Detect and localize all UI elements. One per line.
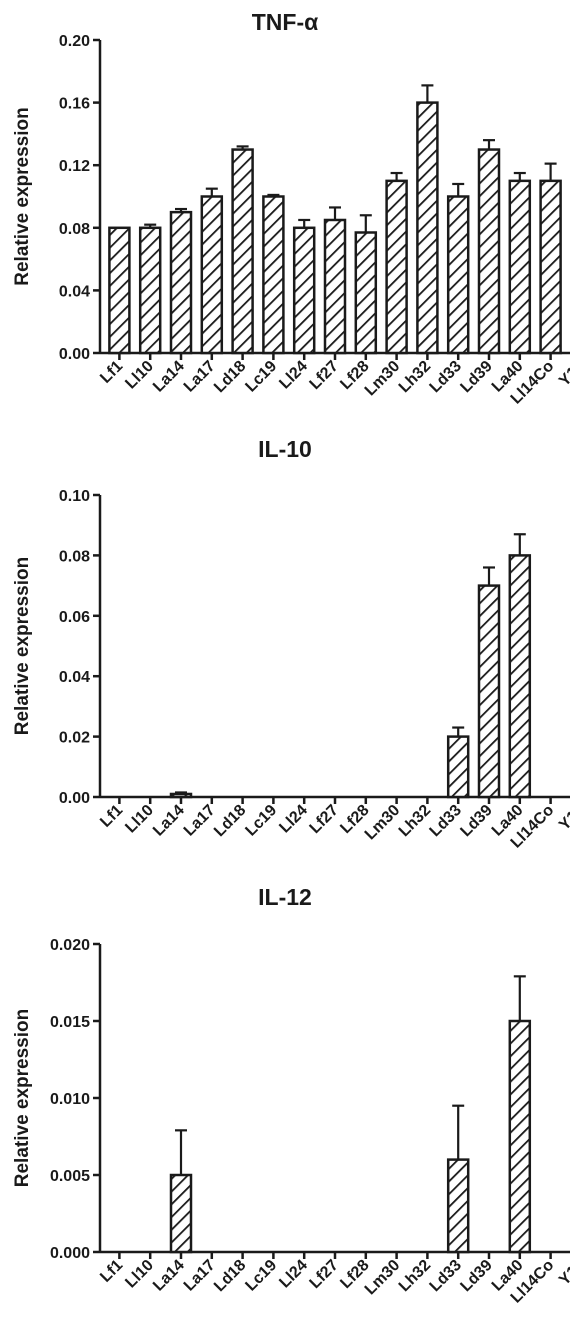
x-tick-label: Lc19 [242,802,280,840]
bar [169,1173,193,1254]
bar [446,735,470,799]
bar [477,148,501,355]
bar [508,554,532,799]
bar [138,226,162,355]
bar [539,179,562,355]
y-axis-label: Relative expression [12,1009,33,1187]
y-tick-label: 0.12 [59,158,90,175]
y-tick-label: 0.00 [59,790,90,807]
x-tick-label: Ld18 [211,1257,249,1295]
chart-title: TNF-α [252,9,319,35]
x-tick-label: Lf27 [307,1257,342,1292]
x-tick-label: Lh32 [396,1257,434,1295]
chart-il-10: IL-10 Relative expression 0.00 0.02 0.04 0.06… [12,436,570,852]
x-tick-label: Ld33 [427,802,465,840]
x-tick-label: Lf1 [97,1257,126,1286]
x-tick-label: Lc19 [242,1257,280,1295]
y-tick-label: 0.005 [50,1168,90,1185]
bar [446,1158,470,1254]
y-tick-label: 0.06 [59,609,90,626]
bar [200,195,224,355]
x-tick-label: La14 [150,358,188,396]
chart-title: IL-12 [258,884,312,910]
x-tick-label: La17 [181,802,219,840]
bar [354,231,378,355]
bar [416,101,439,355]
x-tick-label: Ll10 [122,1257,157,1292]
x-tick-label: Lh32 [396,802,434,840]
x-tick-label: Lf27 [307,802,342,837]
y-tick-label: 0.000 [50,1245,90,1262]
y-tick-label: 0.02 [59,730,90,747]
bar [292,226,316,355]
x-tick-label: Y13 [556,1257,570,1289]
x-tick-label: Lf27 [307,358,342,393]
chart-tnf-alpha: TNF-α Relative expression 0.00 0.04 0.08 0.12… [12,9,570,408]
bar [446,195,470,355]
x-tick-label: Ld39 [457,358,495,396]
y-tick-label: 0.08 [59,221,90,238]
chart-il-12: IL-12 Relative expression 0.000 0.005 0.010 0… [12,884,570,1307]
x-tick-label: Lf1 [97,358,126,387]
y-axis-label: Relative expression [12,557,33,735]
x-tick-label: Ld18 [211,802,249,840]
bar [169,792,193,799]
y-tick-label: 0.08 [59,548,90,565]
bar [231,148,254,355]
x-tick-label: Lf1 [97,802,126,831]
y-tick-label: 0.010 [50,1091,90,1108]
bar [385,179,408,355]
x-tick-label: La14 [150,1257,188,1295]
x-tick-label: Ld33 [427,358,465,396]
y-axis-label: Relative expression [12,107,33,285]
y-tick-label: 0.00 [59,346,90,363]
x-tick-label: La14 [150,802,188,840]
x-tick-label: La17 [181,1257,219,1295]
x-tick-label: Lm30 [362,1257,404,1299]
y-tick-label: 0.16 [59,96,90,113]
x-tick-label: Ll10 [122,358,157,393]
x-tick-label: Lc19 [242,358,280,396]
x-tick-label: Ld39 [457,1257,495,1295]
x-tick-label: Lh32 [396,358,434,396]
x-tick-label: Y13 [556,358,570,390]
x-tick-label: Lm30 [362,358,404,400]
x-tick-label: Y13 [556,802,570,834]
bar [262,195,285,355]
y-tick-label: 0.04 [59,283,90,300]
bar [508,179,532,355]
x-tick-label: Ld39 [457,802,495,840]
bar [508,1019,532,1254]
chart-title: IL-10 [258,436,312,462]
y-tick-label: 0.020 [50,937,90,954]
y-tick-label: 0.04 [59,669,90,686]
x-tick-label: Ll24 [276,802,311,837]
x-tick-label: Ld18 [211,358,249,396]
x-tick-label: Ld33 [427,1257,465,1295]
x-tick-label: Ll10 [122,802,157,837]
bar [108,226,131,355]
bar [323,218,347,355]
y-tick-label: 0.10 [59,488,90,505]
bar [169,210,193,355]
bar [477,584,501,799]
y-tick-label: 0.20 [59,33,90,50]
x-tick-label: Ll24 [276,358,311,393]
x-tick-label: Lm30 [362,802,404,844]
x-tick-label: La17 [181,358,219,396]
x-tick-label: Ll24 [276,1257,311,1292]
y-tick-label: 0.015 [50,1014,90,1031]
